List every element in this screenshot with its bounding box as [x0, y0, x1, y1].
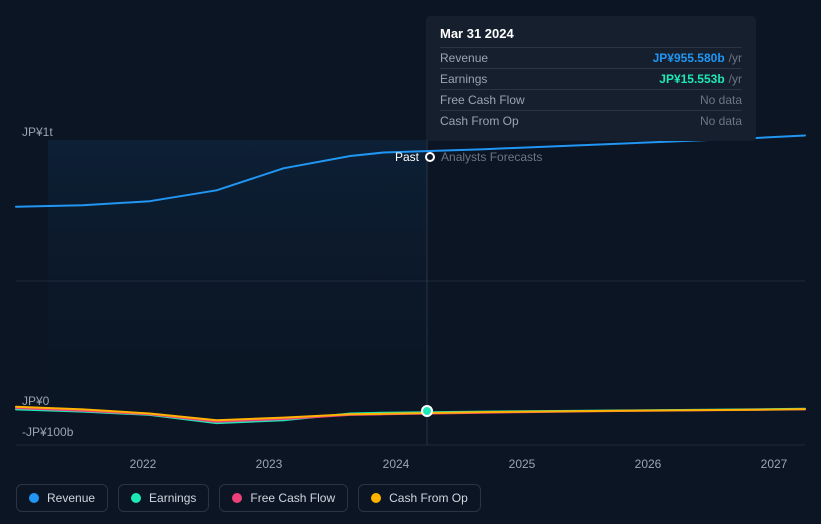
legend-item[interactable]: Earnings [118, 484, 209, 512]
past-forecast-divider-label: Past Analysts Forecasts [395, 150, 542, 164]
tooltip-row: Revenue JP¥955.580b/yr [440, 47, 742, 68]
past-shade-region [48, 140, 427, 445]
y-axis-label: JP¥1t [22, 125, 53, 139]
past-label: Past [395, 150, 419, 164]
y-axis-label: JP¥0 [22, 394, 49, 408]
legend-swatch-icon [371, 493, 381, 503]
y-axis-label: -JP¥100b [22, 425, 73, 439]
tooltip-row-label: Revenue [440, 51, 488, 65]
tooltip-row-label: Cash From Op [440, 114, 519, 128]
x-axis-label: 2022 [130, 457, 157, 471]
tooltip-row-label: Free Cash Flow [440, 93, 525, 107]
x-axis-label: 2026 [635, 457, 662, 471]
tooltip-row-value: No data [700, 93, 742, 107]
hover-marker [422, 406, 432, 416]
legend-label: Earnings [149, 491, 196, 505]
divider-marker-icon [425, 152, 435, 162]
tooltip-row: Earnings JP¥15.553b/yr [440, 68, 742, 89]
legend-swatch-icon [232, 493, 242, 503]
tooltip-row: Cash From Op No data [440, 110, 742, 131]
chart-legend: Revenue Earnings Free Cash Flow Cash From O… [16, 484, 481, 512]
legend-label: Cash From Op [389, 491, 468, 505]
legend-item[interactable]: Revenue [16, 484, 108, 512]
tooltip-row: Free Cash Flow No data [440, 89, 742, 110]
legend-swatch-icon [131, 493, 141, 503]
tooltip-row-value: JP¥955.580b/yr [653, 51, 742, 65]
forecast-label: Analysts Forecasts [441, 150, 542, 164]
legend-swatch-icon [29, 493, 39, 503]
x-axis-label: 2027 [761, 457, 788, 471]
chart-tooltip: Mar 31 2024 Revenue JP¥955.580b/yr Earning… [426, 16, 756, 141]
tooltip-date: Mar 31 2024 [440, 26, 742, 47]
tooltip-row-label: Earnings [440, 72, 487, 86]
legend-label: Free Cash Flow [250, 491, 335, 505]
legend-item[interactable]: Cash From Op [358, 484, 481, 512]
x-axis-label: 2024 [383, 457, 410, 471]
legend-label: Revenue [47, 491, 95, 505]
tooltip-row-value: JP¥15.553b/yr [659, 72, 742, 86]
legend-item[interactable]: Free Cash Flow [219, 484, 348, 512]
x-axis-label: 2023 [256, 457, 283, 471]
x-axis-label: 2025 [509, 457, 536, 471]
tooltip-row-value: No data [700, 114, 742, 128]
